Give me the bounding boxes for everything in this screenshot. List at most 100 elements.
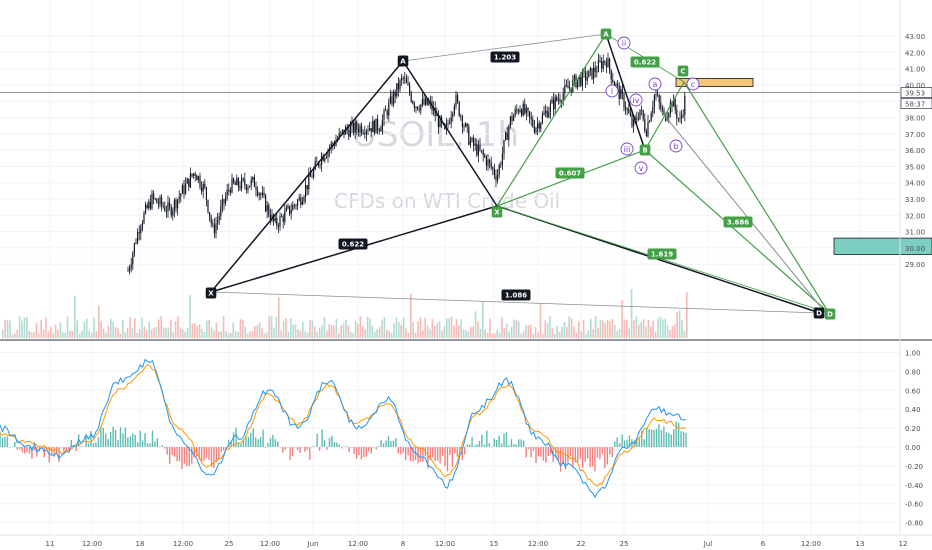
candle-body xyxy=(157,202,159,205)
volume-bar xyxy=(237,332,239,338)
volume-bar xyxy=(575,332,578,338)
histogram-bar xyxy=(257,439,259,447)
time-axis[interactable]: 11 12:00 18 12:00 25 12:00 Jun 12:00 8 1… xyxy=(46,540,908,548)
candle-body xyxy=(178,196,180,200)
volume-bar xyxy=(23,317,26,338)
histogram-bar xyxy=(446,447,449,472)
candle-body xyxy=(578,76,580,81)
candle-body xyxy=(597,60,599,72)
volume-bar xyxy=(470,326,472,338)
oscillator-axis[interactable]: 1.00 0.80 0.60 0.40 0.20 0.00 -0.20 -0.4… xyxy=(905,350,923,528)
histogram-bar xyxy=(574,447,577,463)
candle-body xyxy=(188,178,190,188)
volume-bar xyxy=(95,331,98,338)
histogram-bar xyxy=(181,447,183,470)
price-axis[interactable]: 43.00 42.00 41.00 40.00 39.53 58:37 38.0… xyxy=(900,33,932,269)
histogram-bar xyxy=(282,447,284,453)
histogram-bar xyxy=(318,447,321,451)
wave-circle xyxy=(634,161,648,175)
candle-body xyxy=(677,118,679,120)
candle-body xyxy=(588,70,590,78)
label-box xyxy=(723,216,753,228)
volume-bar xyxy=(122,319,124,338)
histogram-bar xyxy=(4,436,6,447)
volume-bar xyxy=(659,316,662,338)
histogram-bar xyxy=(461,447,463,461)
candle-body xyxy=(260,193,262,196)
candle-body xyxy=(386,111,388,116)
histogram-bar xyxy=(267,443,269,447)
volume-bar xyxy=(158,319,160,338)
candle-body xyxy=(591,68,593,79)
candle-body xyxy=(673,99,675,107)
price-tick: 31.00 xyxy=(905,229,925,237)
candle-body xyxy=(461,116,463,127)
volume-bar xyxy=(102,328,105,338)
volume-bar xyxy=(148,322,150,338)
candle-body xyxy=(407,83,409,86)
candle-body xyxy=(663,110,665,114)
histogram-bar xyxy=(245,435,247,447)
histogram-bar xyxy=(616,437,618,447)
histogram-bar xyxy=(304,447,306,452)
volume-bar xyxy=(302,322,304,338)
histogram-bar xyxy=(382,443,385,447)
volume-bar xyxy=(671,326,674,338)
histogram-bar xyxy=(68,447,70,451)
wave-text: iv xyxy=(633,96,640,105)
candle-body xyxy=(658,95,660,103)
candle-body xyxy=(580,76,582,86)
candle-body xyxy=(365,130,367,135)
candle-body xyxy=(445,123,447,130)
volume-bar xyxy=(623,319,626,338)
histogram-bar xyxy=(237,442,240,447)
candle-body xyxy=(593,67,595,79)
volume-bar xyxy=(376,328,378,338)
volume-bar xyxy=(194,323,196,338)
volume-bar xyxy=(45,317,47,338)
candle-body xyxy=(303,196,305,202)
histogram-bar xyxy=(168,447,171,464)
histogram-bar xyxy=(436,447,439,461)
candle-body xyxy=(241,178,243,189)
histogram-bar xyxy=(658,424,660,447)
time-tick: 25 xyxy=(620,540,629,548)
histogram-bar xyxy=(441,447,444,456)
histogram-bar xyxy=(102,427,104,447)
volume-bar xyxy=(215,322,218,338)
candle-body xyxy=(325,156,327,159)
histogram-bar xyxy=(429,447,431,461)
candle-body xyxy=(172,210,174,216)
volume-bar xyxy=(314,326,316,338)
histogram-bar xyxy=(626,439,628,447)
label-box xyxy=(397,55,409,67)
volume-bar xyxy=(47,331,50,338)
volume-bar xyxy=(578,321,580,338)
histogram-bar xyxy=(604,447,606,469)
histogram-bar xyxy=(594,447,596,472)
volume-bar xyxy=(242,319,244,338)
candle-body xyxy=(679,118,681,120)
volume-bar xyxy=(542,333,544,338)
candle-body xyxy=(553,99,555,110)
volume-bar xyxy=(359,316,362,338)
candle-body xyxy=(469,141,471,145)
histogram-bar xyxy=(26,447,28,453)
volume-bar xyxy=(378,327,381,338)
label-box xyxy=(813,307,825,319)
candle-body xyxy=(599,60,601,62)
histogram-bar xyxy=(559,447,562,472)
candle-body xyxy=(242,178,244,180)
candle-body xyxy=(516,109,518,111)
harmonic-patterns[interactable] xyxy=(210,33,932,314)
candle-body xyxy=(129,268,131,271)
volume-bar xyxy=(143,326,146,338)
histogram-bar xyxy=(392,440,395,447)
candle-body xyxy=(369,128,371,131)
candle-body xyxy=(674,99,676,110)
volume-bar xyxy=(654,331,657,338)
candle-body xyxy=(287,205,289,208)
candle-body xyxy=(650,113,652,122)
histogram-bar xyxy=(353,447,355,454)
